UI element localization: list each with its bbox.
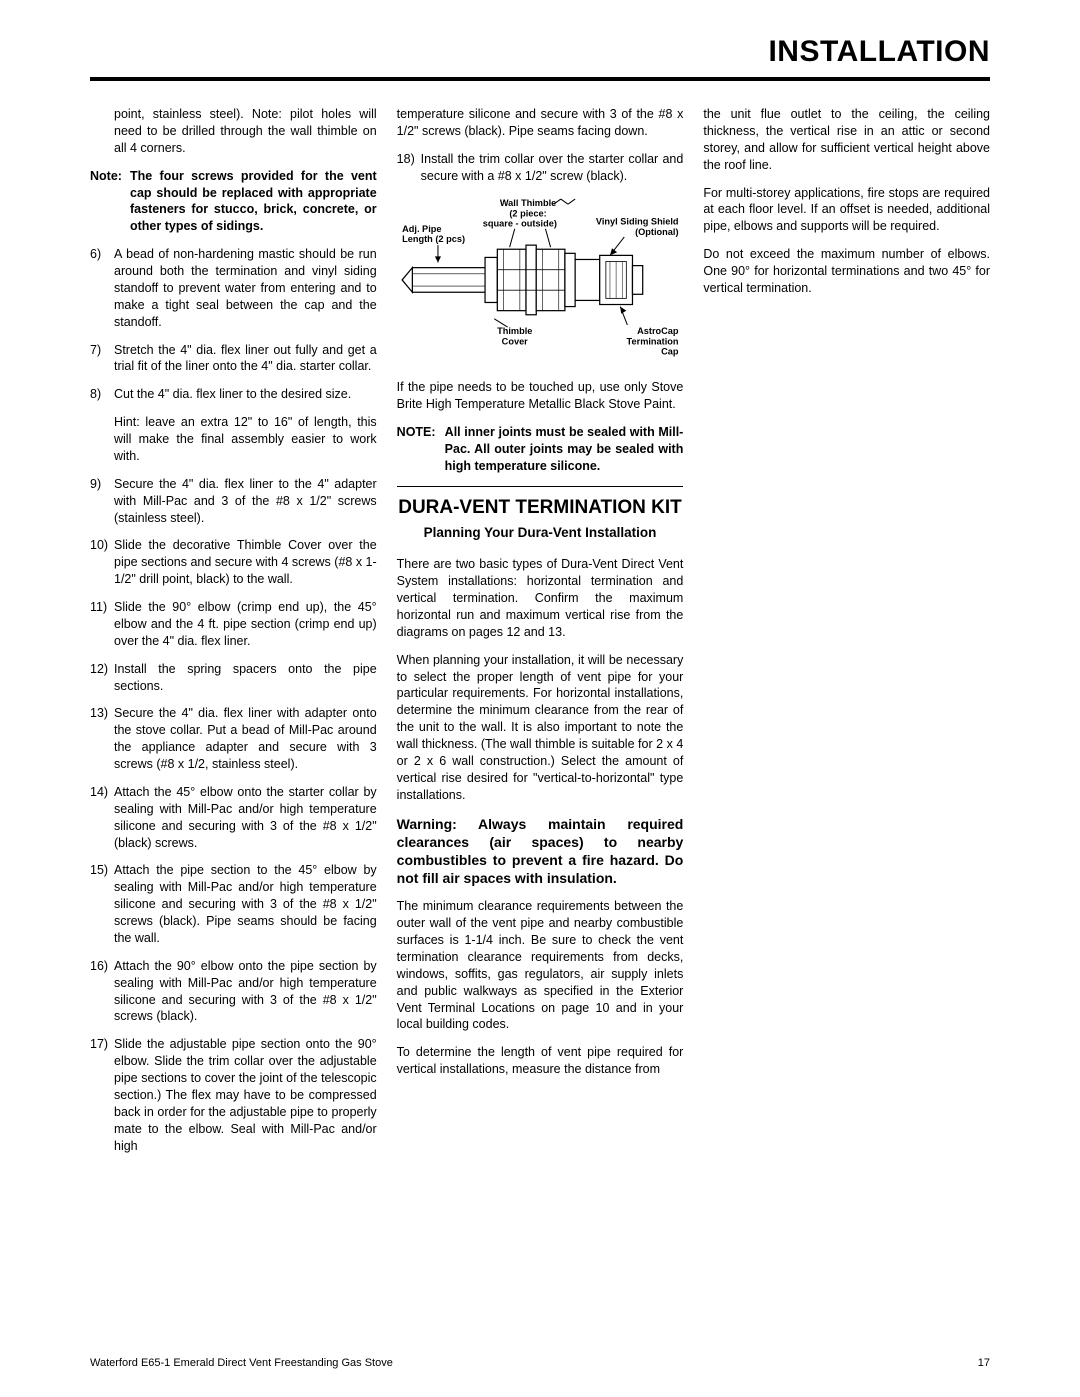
step-num: 11) [90,599,114,650]
step-body: Stretch the 4" dia. flex liner out fully… [114,342,377,376]
note-block-2: NOTE: All inner joints must be sealed wi… [397,424,684,475]
installation-diagram: Wall Thimble (2 piece: square - outside)… [397,196,684,370]
col3-p1: the unit flue outlet to the ceiling, the… [703,106,990,174]
svg-text:Termination: Termination [626,336,678,346]
step-num: 12) [90,661,114,695]
step-7: 7) Stretch the 4" dia. flex liner out fu… [90,342,377,376]
clearance-p: The minimum clearance requirements betwe… [397,898,684,1033]
footer-right: 17 [978,1357,990,1369]
section-rule [397,486,684,487]
header-rule [90,77,990,81]
svg-text:Thimble: Thimble [497,326,532,336]
step-16: 16) Attach the 90° elbow onto the pipe s… [90,958,377,1026]
step-num: 13) [90,705,114,773]
step-num: 14) [90,784,114,852]
vertical-p: To determine the length of vent pipe req… [397,1044,684,1078]
step-13: 13) Secure the 4" dia. flex liner with a… [90,705,377,773]
step-num: 6) [90,246,114,330]
step-12: 12) Install the spring spacers onto the … [90,661,377,695]
touchup-note: If the pipe needs to be touched up, use … [397,379,684,413]
svg-text:Cap: Cap [661,346,679,356]
step-17: 17) Slide the adjustable pipe section on… [90,1036,377,1154]
note-label: NOTE: [397,424,445,475]
section-heading: DURA-VENT TERMINATION KIT [397,497,684,520]
step-num: 15) [90,862,114,946]
note-body: The four screws provided for the vent ca… [130,168,377,236]
hint-text: Hint: leave an extra 12" to 16" of lengt… [114,414,377,465]
section-subheading: Planning Your Dura-Vent Installation [397,525,684,542]
svg-text:Adj. Pipe: Adj. Pipe [402,223,441,233]
column-2: temperature silicone and secure with 3 o… [397,106,684,1165]
step-body: A bead of non-hardening mastic should be… [114,246,377,330]
step-18: 18) Install the trim collar over the sta… [397,151,684,185]
note-block-1: Note: The four screws provided for the v… [90,168,377,236]
step-15: 15) Attach the pipe section to the 45° e… [90,862,377,946]
footer-left: Waterford E65-1 Emerald Direct Vent Free… [90,1357,393,1369]
svg-text:Wall Thimble: Wall Thimble [500,198,556,208]
step-num: 16) [90,958,114,1026]
svg-text:(Optional): (Optional) [635,226,678,236]
step-body: Slide the adjustable pipe section onto t… [114,1036,377,1154]
step-body: Attach the 45° elbow onto the starter co… [114,784,377,852]
step-body: Install the trim collar over the starter… [421,151,684,185]
page-heading: INSTALLATION [90,35,990,69]
col2-continuation: temperature silicone and secure with 3 o… [397,106,684,140]
content-columns: point, stainless steel). Note: pilot hol… [90,106,990,1165]
step-10: 10) Slide the decorative Thimble Cover o… [90,537,377,588]
step-body: Attach the 90° elbow onto the pipe secti… [114,958,377,1026]
step-14: 14) Attach the 45° elbow onto the starte… [90,784,377,852]
svg-text:AstroCap: AstroCap [637,326,679,336]
planning-p2: When planning your installation, it will… [397,652,684,804]
svg-text:Vinyl Siding Shield: Vinyl Siding Shield [596,216,679,226]
step-body: Attach the pipe section to the 45° elbow… [114,862,377,946]
step-6: 6) A bead of non-hardening mastic should… [90,246,377,330]
svg-text:(2 piece:: (2 piece: [509,208,546,218]
svg-text:square - outside): square - outside) [482,218,556,228]
note-label: Note: [90,168,130,236]
step-body: Cut the 4" dia. flex liner to the desire… [114,386,377,403]
step-body: Secure the 4" dia. flex liner with adapt… [114,705,377,773]
col1-intro: point, stainless steel). Note: pilot hol… [114,106,377,157]
step-body: Slide the decorative Thimble Cover over … [114,537,377,588]
step-9: 9) Secure the 4" dia. flex liner to the … [90,476,377,527]
col3-p2: For multi-storey applications, fire stop… [703,185,990,236]
step-body: Slide the 90° elbow (crimp end up), the … [114,599,377,650]
svg-text:Length (2 pcs): Length (2 pcs) [402,234,465,244]
step-8: 8) Cut the 4" dia. flex liner to the des… [90,386,377,403]
step-body: Install the spring spacers onto the pipe… [114,661,377,695]
step-num: 8) [90,386,114,403]
column-3: the unit flue outlet to the ceiling, the… [703,106,990,1165]
column-1: point, stainless steel). Note: pilot hol… [90,106,377,1165]
step-num: 18) [397,151,421,185]
step-num: 9) [90,476,114,527]
note-body: All inner joints must be sealed with Mil… [445,424,684,475]
warning-block: Warning: Always maintain required cleara… [397,815,684,888]
step-num: 17) [90,1036,114,1154]
step-body: Secure the 4" dia. flex liner to the 4" … [114,476,377,527]
step-num: 7) [90,342,114,376]
step-11: 11) Slide the 90° elbow (crimp end up), … [90,599,377,650]
col3-p3: Do not exceed the maximum number of elbo… [703,246,990,297]
page-footer: Waterford E65-1 Emerald Direct Vent Free… [90,1357,990,1369]
planning-p1: There are two basic types of Dura-Vent D… [397,556,684,640]
svg-text:Cover: Cover [501,336,528,346]
step-num: 10) [90,537,114,588]
